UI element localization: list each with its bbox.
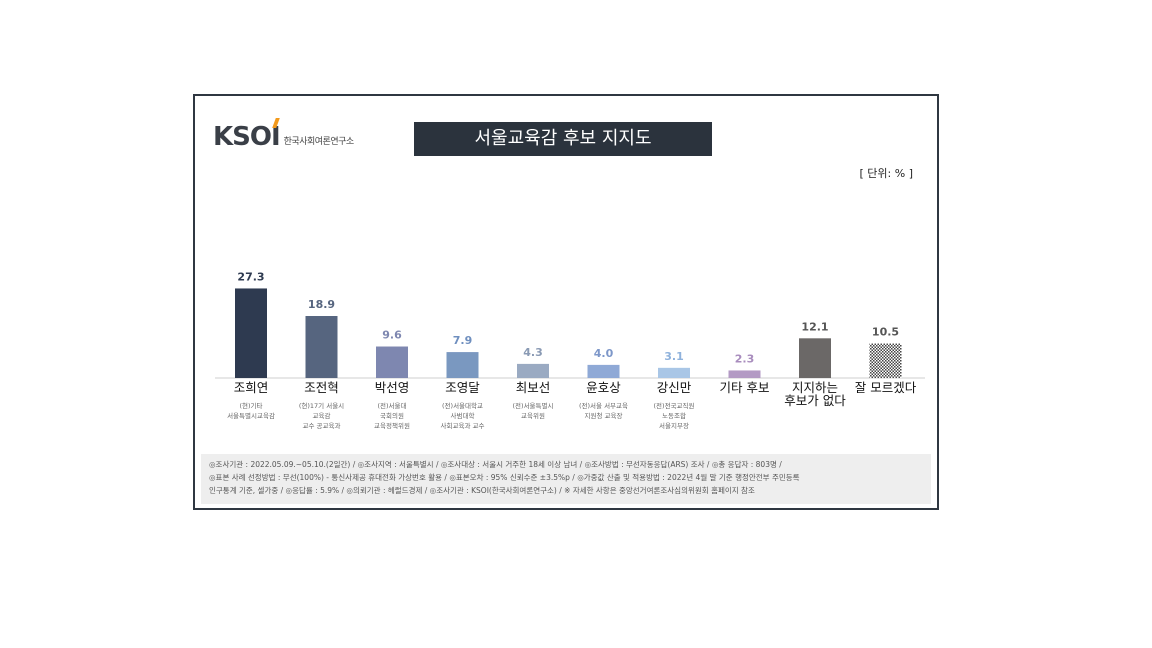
category-label-1: 조희연 [234, 380, 269, 395]
bar-8 [728, 370, 761, 378]
category-sublabel-1: 서울특별시교육감 [227, 411, 275, 420]
chart-frame: KSOI 한국사회여론연구소 서울교육감 후보 지지도 [ 단위: % ] 27… [193, 94, 939, 510]
category-label-2: 조전혁 [304, 380, 339, 395]
category-sublabel-6: (전)서울 서부교육 [579, 401, 628, 410]
footnote-line-3: 인구통계 기준, 셀가중 / ◎응답률 : 5.9% / ◎의뢰기관 : 헤럴드… [209, 486, 755, 495]
value-label-9: 12.1 [801, 320, 828, 333]
category-label-7: 강신만 [657, 380, 692, 395]
logo-mark: KSOI [213, 118, 281, 152]
category-sublabel-4: 사범대학 [451, 411, 475, 420]
category-label-5: 최보선 [516, 380, 551, 395]
value-label-7: 3.1 [664, 350, 684, 363]
value-label-1: 27.3 [237, 270, 264, 283]
unit-label: [ 단위: % ] [859, 167, 913, 180]
category-sublabel-7: 서울지부장 [659, 421, 689, 430]
bar-4 [446, 352, 479, 378]
category-sublabel-3: 국회의원 [380, 411, 404, 420]
value-label-2: 18.9 [308, 298, 335, 311]
bar-7 [658, 367, 690, 378]
survey-footnote: ◎조사기관 : 2022.05.09.~05.10.(2일간) / ◎조사지역 … [201, 454, 931, 504]
bar-1 [235, 288, 267, 378]
category-label-8: 기타 후보 [720, 380, 770, 395]
category-sublabel-2: (현)17기 서울시 [299, 401, 344, 410]
ksoi-logo: KSOI 한국사회여론연구소 [213, 118, 355, 152]
category-label-6: 윤호상 [586, 380, 621, 395]
category-sublabel-3: (전)서울대 [378, 401, 407, 410]
category-label-4: 조영달 [445, 380, 480, 395]
category-sublabel-5: 교육위원 [521, 411, 545, 420]
value-label-6: 4.0 [594, 347, 614, 360]
category-sublabel-2: 교육감 [313, 412, 331, 420]
value-label-4: 7.9 [453, 334, 473, 347]
footnote-line-2: ◎표본 사례 선정방법 : 무선(100%) - 통신사제공 휴대전화 가상번호… [209, 473, 800, 482]
category-sublabel-2: 교수 공교육과 [303, 421, 341, 430]
category-sublabel-7: (전)전국교직원 [654, 401, 695, 410]
bar-3 [376, 346, 408, 378]
category-sublabel-1: (현)기타 [239, 401, 262, 410]
logo-mark-text: KSOI [213, 122, 281, 152]
bar-10 [869, 343, 902, 378]
logo-text: 한국사회여론연구소 [283, 137, 355, 147]
category-label-9: 지지하는 [792, 380, 838, 395]
category-label-9: 후보가 없다 [784, 393, 846, 408]
category-sublabel-7: 노동조합 [662, 411, 686, 420]
bar-5 [517, 363, 549, 378]
category-sublabel-4: (전)서울대학교 [442, 401, 483, 410]
category-label-10: 잘 모르겠다 [855, 380, 917, 395]
value-label-8: 2.3 [735, 352, 755, 365]
bar-2 [305, 316, 338, 378]
value-label-10: 10.5 [872, 326, 899, 339]
category-sublabel-6: 지원청 교육장 [585, 411, 623, 420]
bar-6 [587, 364, 620, 378]
category-sublabel-5: (전)서울특별시 [513, 401, 554, 410]
value-label-5: 4.3 [523, 346, 543, 359]
chart-title: 서울교육감 후보 지지도 [414, 122, 712, 156]
value-label-3: 9.6 [382, 329, 402, 342]
category-sublabel-3: 교육정책위원 [374, 421, 410, 430]
category-sublabel-4: 사회교육과 교수 [441, 421, 485, 430]
footnote-line-1: ◎조사기관 : 2022.05.09.~05.10.(2일간) / ◎조사지역 … [209, 460, 782, 469]
bar-9 [799, 338, 831, 378]
category-label-3: 박선영 [375, 380, 410, 395]
